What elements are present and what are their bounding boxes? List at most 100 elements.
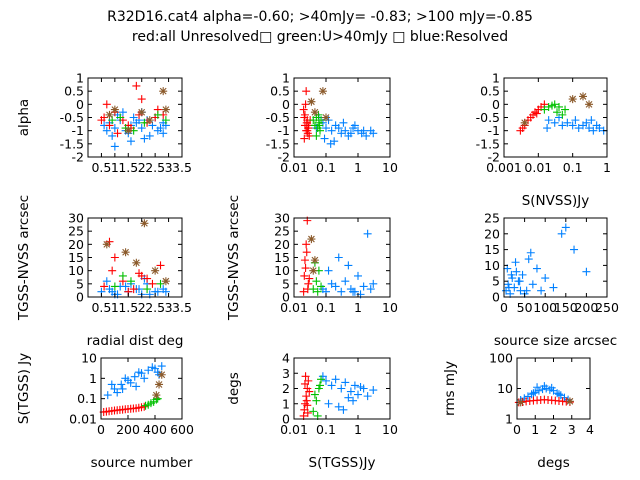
point-blue-16 [108, 287, 117, 296]
point-green-4 [553, 108, 562, 117]
point-green-0 [309, 285, 318, 294]
point-blue-12 [560, 393, 569, 402]
point-dark-2 [159, 87, 168, 96]
x-tick-label: 1 [111, 160, 119, 175]
y-tick-label: 20 [68, 237, 84, 252]
point-red-15 [303, 126, 312, 135]
point-blue-25 [102, 126, 111, 135]
series-green [540, 100, 570, 119]
point-blue-10 [102, 277, 111, 286]
y-tick-label: -1 [278, 123, 290, 138]
point-green-0 [309, 407, 318, 416]
point-blue-17 [346, 129, 355, 138]
point-dark-0 [152, 391, 161, 400]
x-tick-label: 1 [111, 300, 119, 315]
series-green [141, 394, 162, 410]
point-blue-17 [334, 253, 343, 262]
point-green-6 [116, 113, 125, 122]
point-red-6 [156, 261, 165, 270]
point-blue-7 [585, 124, 594, 133]
point-green-9 [315, 121, 324, 130]
x-tick-label: 0.01 [280, 422, 308, 437]
point-blue-19 [118, 108, 127, 117]
point-dark-2 [579, 92, 588, 101]
series-red [299, 216, 314, 296]
x-tick-label: 1.5 [118, 160, 138, 175]
series-dark [102, 219, 170, 286]
y-tick-label: -1 [488, 123, 500, 138]
panel-2-points [299, 87, 378, 148]
panel-9-points [514, 382, 574, 407]
y-tick-label: 15 [484, 242, 500, 257]
y-tick-label: -1.5 [266, 136, 290, 151]
point-red-0 [299, 287, 308, 296]
point-dark-2 [309, 266, 318, 275]
point-dark-1 [568, 95, 577, 104]
y-tick-label: 1 [89, 371, 97, 386]
point-blue-15 [540, 382, 549, 391]
x-tick-label: 1 [354, 160, 362, 175]
y-tick-label: -1.5 [60, 136, 84, 151]
point-dark-2 [310, 108, 319, 117]
series-red [516, 100, 549, 135]
point-green-5 [161, 116, 170, 125]
point-blue-4 [337, 384, 346, 393]
y-tick-label: -2 [72, 150, 84, 165]
point-red-7 [110, 253, 119, 262]
y-tick-label: 0.5 [64, 84, 84, 99]
point-blue-10 [363, 229, 372, 238]
series-blue [97, 274, 170, 299]
point-blue-14 [541, 274, 550, 283]
x-tick-label: 0 [97, 422, 105, 437]
x-axis-label: source size arcsec [494, 333, 617, 349]
point-blue-7 [341, 126, 350, 135]
point-dark-0 [516, 398, 525, 407]
point-blue-11 [134, 368, 143, 377]
x-tick-label: 200 [574, 300, 598, 315]
y-tick-label: 0 [282, 412, 290, 427]
point-dark-5 [161, 277, 170, 286]
series-dark [516, 397, 574, 407]
point-green-2 [143, 285, 152, 294]
point-red-1 [105, 121, 114, 130]
point-red-13 [97, 116, 106, 125]
y-tick-label: 10 [484, 258, 500, 273]
point-dark-0 [102, 240, 111, 249]
point-dark-0 [307, 97, 316, 106]
y-tick-label: 2 [282, 381, 290, 396]
panel-5-points [299, 216, 378, 299]
point-blue-23 [526, 248, 535, 257]
x-tick-label: 2 [138, 160, 146, 175]
series-blue [502, 223, 591, 298]
point-green-0 [540, 105, 549, 114]
point-blue-8 [157, 362, 166, 371]
point-dark-2 [140, 219, 149, 228]
point-blue-26 [561, 223, 570, 232]
point-red-6 [301, 264, 310, 273]
x-tick-label: 10 [382, 300, 398, 315]
y-axis-label: rms mJy [442, 361, 458, 416]
x-tick-label: 0.1 [563, 160, 583, 175]
x-tick-label: 0 [500, 300, 508, 315]
y-tick-label: 30 [274, 211, 290, 226]
point-red-2 [300, 256, 309, 265]
point-blue-16 [587, 116, 596, 125]
y-tick-label: 100 [489, 351, 513, 366]
point-blue-18 [156, 124, 165, 133]
point-dark-3 [585, 100, 594, 109]
series-dark [105, 87, 170, 135]
series-blue [318, 372, 378, 414]
point-blue-1 [322, 376, 330, 385]
y-tick-label: 3 [282, 366, 290, 381]
point-blue-23 [126, 137, 135, 146]
point-red-10 [300, 379, 309, 388]
series-dark [307, 235, 319, 275]
plot-frame [100, 357, 183, 420]
x-tick-label: 0.001 [486, 160, 522, 175]
x-tick-label: 3 [568, 422, 576, 437]
point-blue-4 [337, 287, 346, 296]
point-blue-1 [550, 118, 559, 127]
point-blue-25 [507, 270, 516, 279]
